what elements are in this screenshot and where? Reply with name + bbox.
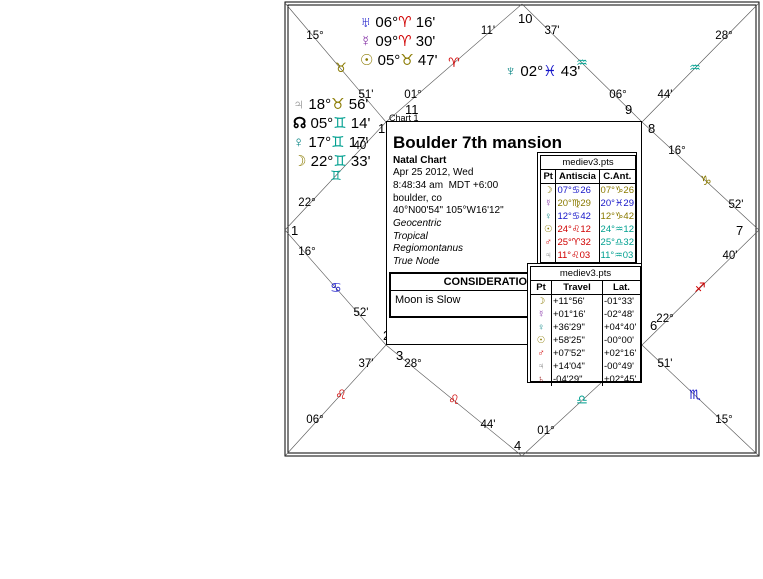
- svg-text:♐︎: ♐︎: [694, 280, 706, 295]
- svg-text:52': 52': [354, 307, 369, 319]
- svg-text:♎︎: ♎︎: [576, 392, 588, 407]
- svg-text:44': 44': [658, 89, 673, 101]
- svg-text:15°: 15°: [715, 414, 732, 426]
- svg-text:7: 7: [736, 223, 743, 238]
- svg-text:16°: 16°: [298, 246, 315, 258]
- svg-text:15°: 15°: [306, 30, 323, 42]
- svg-text:♏︎: ♏︎: [689, 387, 701, 402]
- svg-text:8: 8: [648, 121, 655, 136]
- svg-text:3: 3: [396, 348, 403, 363]
- svg-text:♉︎: ♉︎: [335, 60, 347, 75]
- svg-text:22°: 22°: [656, 313, 673, 325]
- svg-text:51': 51': [658, 358, 673, 370]
- svg-text:01°: 01°: [404, 89, 421, 101]
- svg-text:37': 37': [545, 25, 560, 37]
- svg-text:1: 1: [291, 223, 298, 238]
- svg-text:9: 9: [625, 102, 632, 117]
- svg-text:4: 4: [514, 438, 521, 453]
- svg-text:37': 37': [359, 358, 374, 370]
- svg-text:44': 44': [481, 419, 496, 431]
- svg-text:♌︎: ♌︎: [448, 392, 460, 407]
- svg-text:28°: 28°: [715, 30, 732, 42]
- svg-text:11': 11': [481, 25, 495, 37]
- svg-text:52': 52': [729, 199, 744, 211]
- svg-text:01°: 01°: [537, 425, 554, 437]
- svg-text:16°: 16°: [668, 145, 685, 157]
- svg-text:♒︎: ♒︎: [689, 60, 701, 75]
- svg-text:06°: 06°: [306, 414, 323, 426]
- svg-text:♋︎: ♋︎: [330, 280, 342, 295]
- svg-text:40': 40': [723, 250, 738, 262]
- svg-text:♑︎: ♑︎: [700, 173, 712, 188]
- svg-text:♌︎: ♌︎: [335, 387, 347, 402]
- svg-text:28°: 28°: [404, 358, 421, 370]
- svg-text:♈︎: ♈︎: [448, 55, 460, 70]
- svg-text:10: 10: [518, 11, 532, 26]
- svg-text:22°: 22°: [298, 197, 315, 209]
- svg-text:06°: 06°: [609, 89, 626, 101]
